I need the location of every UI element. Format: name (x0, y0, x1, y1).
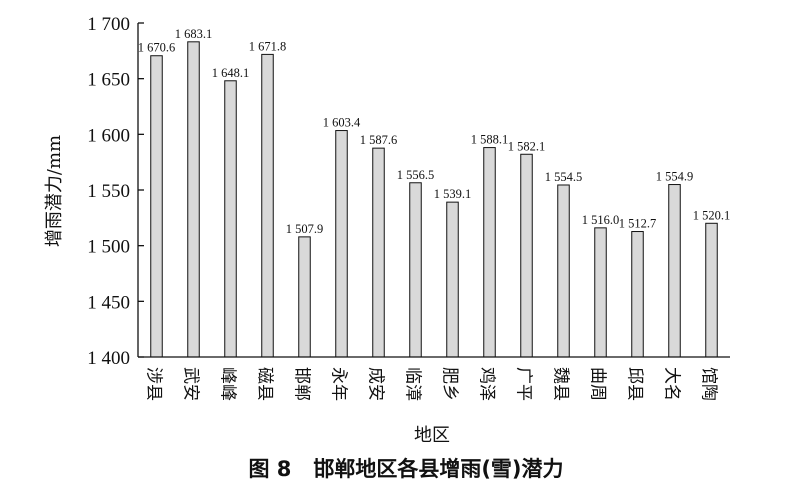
category-labels: 涉县 武安 峰峰 磁县 邯郸 永年 成安 临漳 肥乡 鸡泽 广平 魏县 曲周 邱县 大名 馆陶 (144, 367, 719, 401)
value-label: 1 539.1 (434, 187, 472, 201)
bar (409, 182, 422, 358)
value-label: 1 520.1 (693, 208, 731, 222)
category-label: 馆陶 (699, 367, 719, 401)
value-label: 1 588.1 (471, 133, 509, 147)
y-tick-label: 1 650 (87, 70, 130, 91)
value-label: 1 507.9 (286, 222, 324, 236)
bar (631, 231, 644, 358)
category-label: 临漳 (403, 367, 423, 401)
bar (372, 147, 385, 358)
bar (705, 222, 718, 358)
bar (668, 184, 681, 358)
value-label: 1 554.9 (656, 170, 694, 184)
x-axis-title: 地区 (414, 425, 450, 446)
bar (446, 201, 459, 358)
bar (335, 130, 348, 358)
category-label: 邯郸 (292, 367, 312, 401)
value-label: 1 556.5 (397, 168, 435, 182)
bar (224, 80, 237, 358)
y-tick-label: 1 600 (87, 125, 130, 146)
bar (483, 147, 496, 358)
bar (298, 236, 311, 358)
value-label: 1 603.4 (323, 116, 361, 130)
category-label: 曲周 (588, 367, 608, 401)
bar (520, 153, 533, 358)
category-label: 峰峰 (218, 367, 238, 401)
figure-caption: 图 8 邯郸地区各县增雨(雪)潜力 (248, 457, 563, 481)
bar (150, 55, 163, 358)
value-label: 1 671.8 (249, 39, 287, 53)
category-label: 肥乡 (440, 367, 460, 401)
y-axis-title: 增雨潜力/mm (44, 135, 65, 247)
bar (261, 53, 274, 358)
y-tick-label: 1 450 (87, 292, 130, 313)
value-label: 1 516.0 (582, 213, 620, 227)
category-label: 永年 (329, 367, 349, 401)
category-label: 磁县 (255, 367, 275, 401)
value-label: 1 587.6 (360, 133, 398, 147)
value-label: 1 670.6 (138, 41, 176, 55)
category-label: 邱县 (625, 367, 645, 401)
category-label: 魏县 (551, 367, 571, 401)
category-label: 涉县 (144, 367, 164, 401)
bar (187, 41, 200, 358)
category-label: 大名 (662, 367, 682, 401)
value-label: 1 512.7 (619, 217, 657, 231)
value-label: 1 683.1 (175, 27, 213, 41)
category-label: 鸡泽 (477, 367, 497, 401)
bar (594, 227, 607, 358)
category-label: 武安 (181, 367, 201, 401)
y-axis: 1 400 1 450 1 500 1 550 1 600 1 650 1 700 (87, 14, 144, 369)
bar (557, 184, 570, 358)
value-label: 1 582.1 (508, 139, 546, 153)
category-label: 广平 (514, 367, 534, 401)
value-labels: 1 670.61 683.1 1 648.1 1 671.8 1 507.9 1 603… (138, 27, 731, 236)
y-tick-label: 1 550 (87, 181, 130, 202)
y-tick-label: 1 700 (87, 14, 130, 35)
y-tick-label: 1 500 (87, 237, 130, 258)
y-tick-label: 1 400 (87, 348, 130, 369)
value-label: 1 554.5 (545, 170, 583, 184)
value-label: 1 648.1 (212, 66, 250, 80)
category-label: 成安 (366, 367, 386, 401)
